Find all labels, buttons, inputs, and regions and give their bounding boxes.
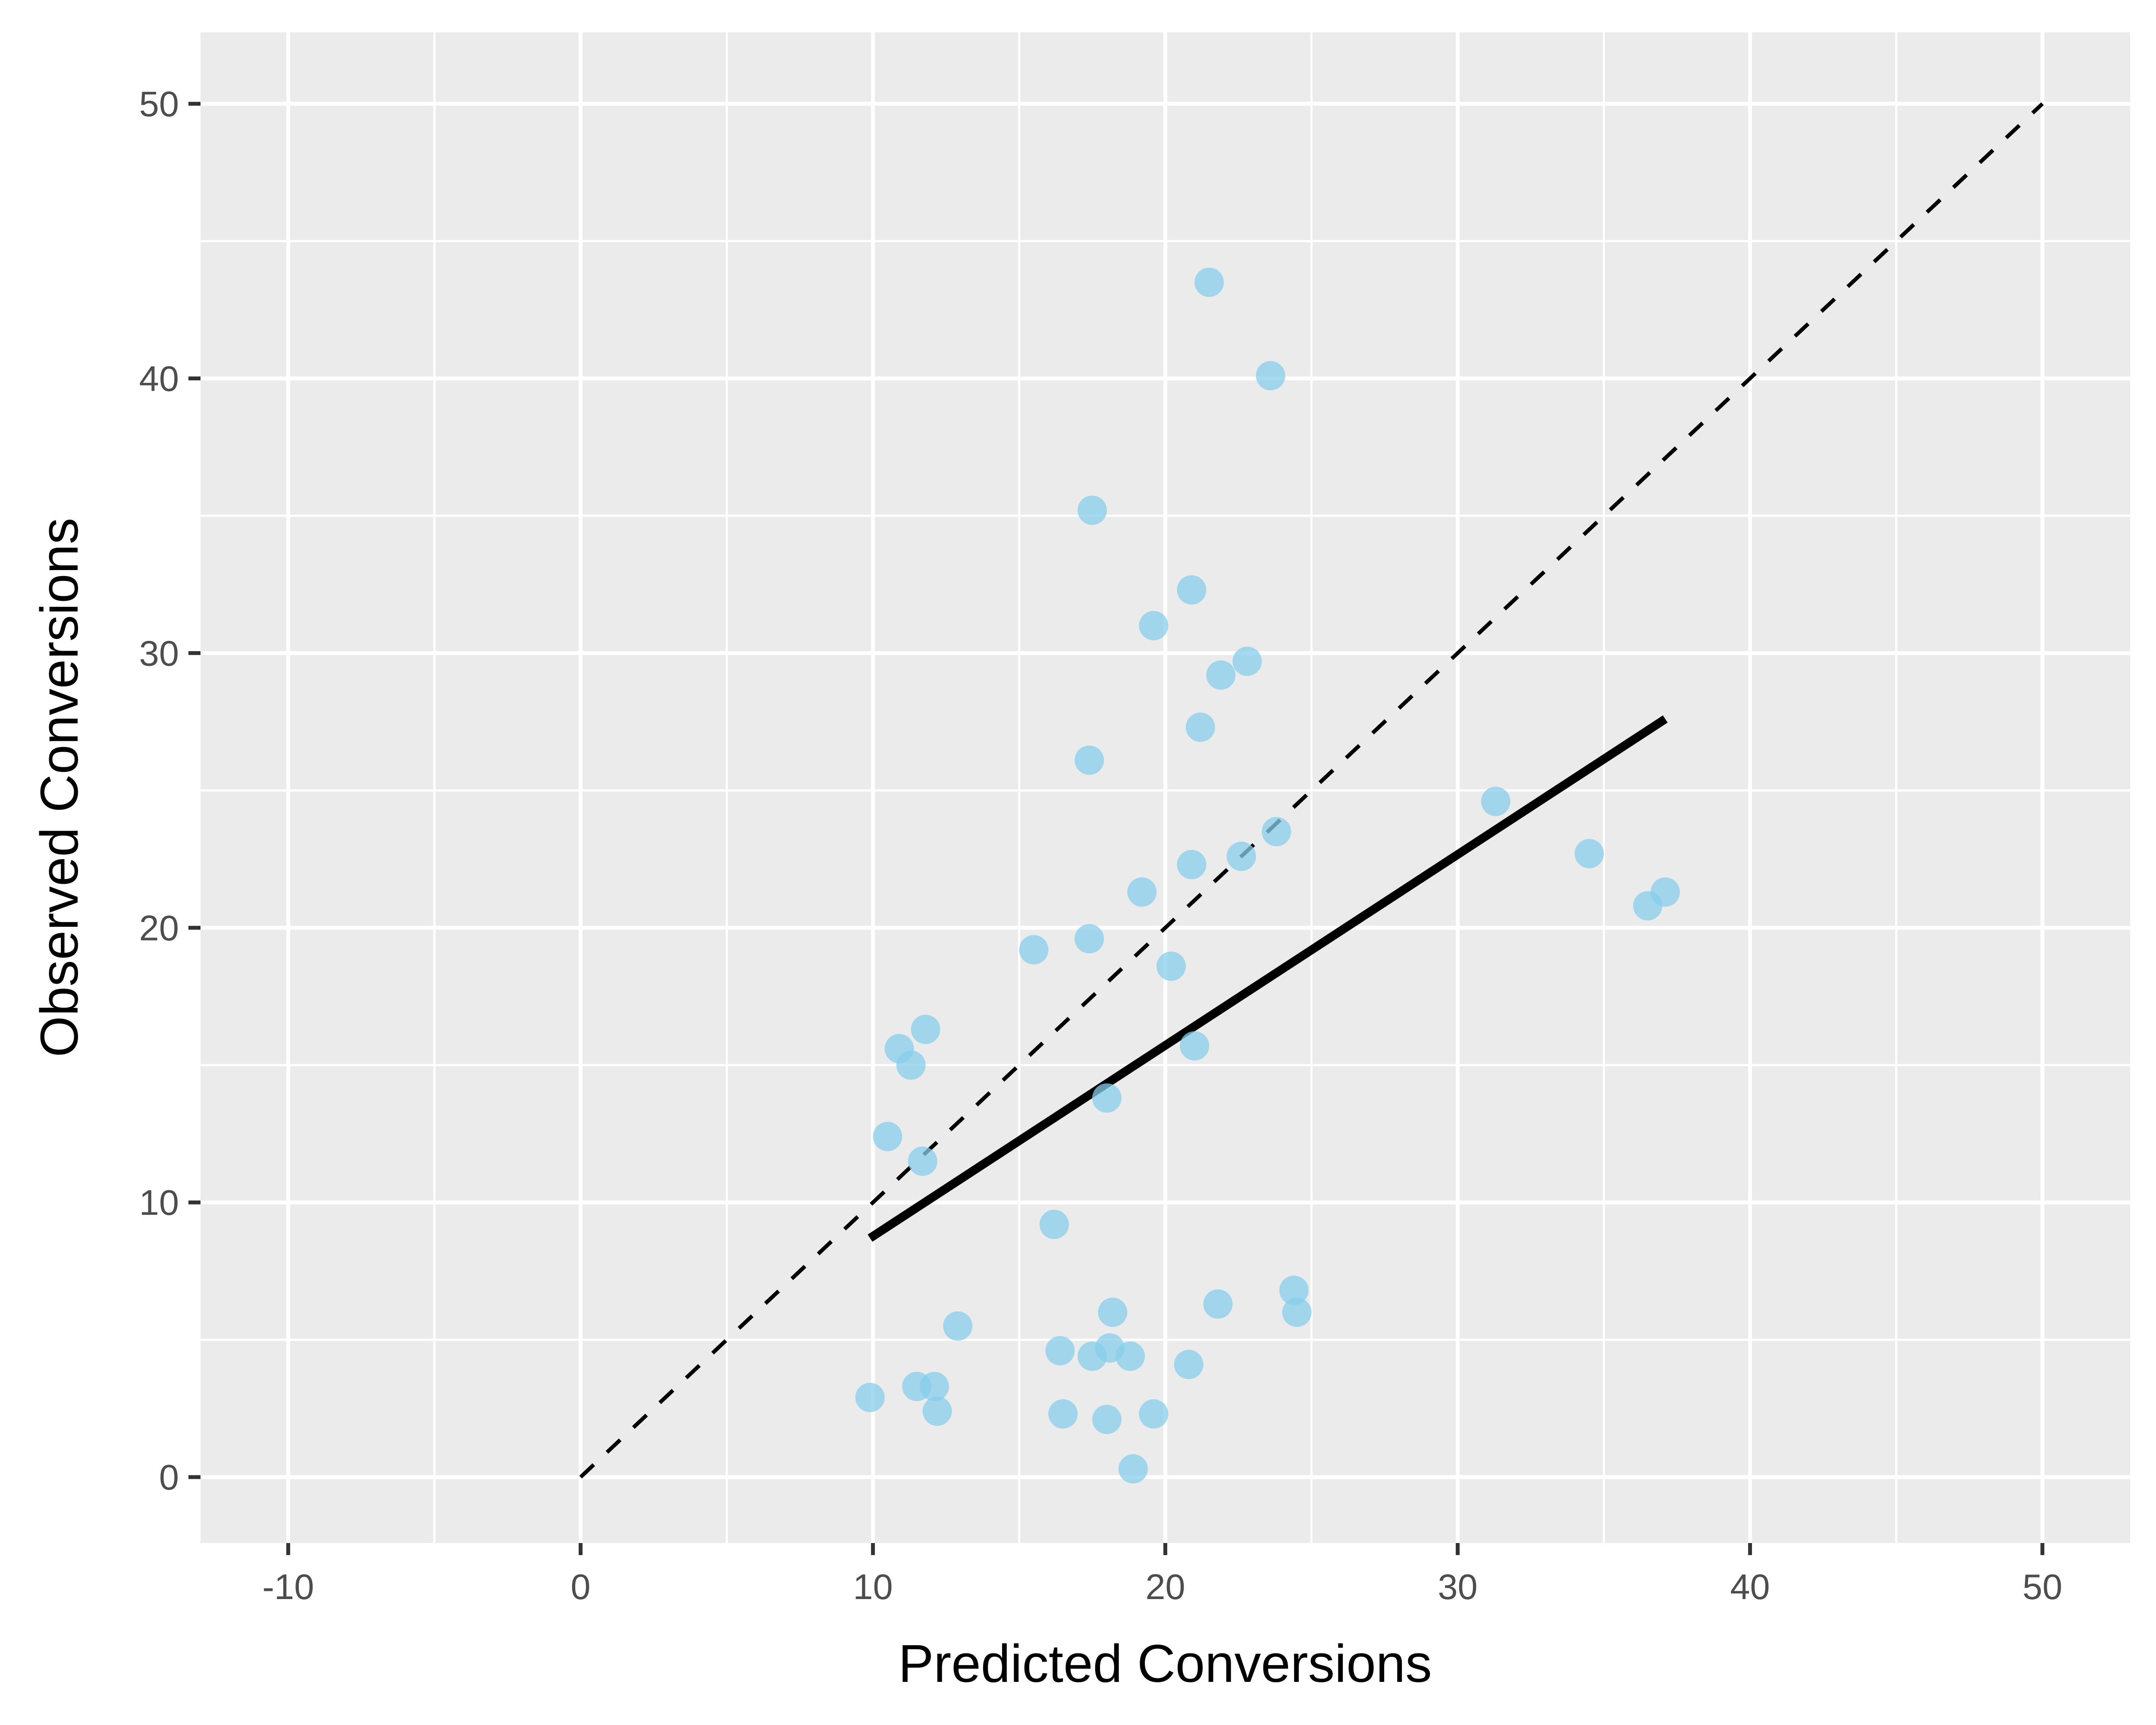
- y-axis-tick-labels: 0 10 20 30 40 50: [139, 84, 179, 1498]
- y-tick-label: 30: [139, 633, 179, 673]
- data-point: [1256, 361, 1285, 391]
- x-axis-tick-labels: -10 0 10 20 30 40 50: [262, 1567, 2062, 1607]
- data-point: [1116, 1341, 1145, 1371]
- data-point: [1180, 1031, 1210, 1061]
- data-point: [873, 1122, 903, 1151]
- data-point: [1185, 712, 1215, 742]
- data-point: [1077, 496, 1107, 525]
- y-tick-label: 40: [139, 359, 179, 399]
- data-point: [1226, 841, 1256, 871]
- y-axis-title: Observed Conversions: [30, 518, 89, 1057]
- data-point: [919, 1371, 949, 1401]
- data-point: [943, 1311, 973, 1341]
- data-point: [1019, 935, 1049, 965]
- data-point: [1139, 611, 1169, 640]
- x-tick-label: -10: [262, 1567, 314, 1607]
- data-point: [1039, 1210, 1069, 1239]
- x-axis-title: Predicted Conversions: [898, 1634, 1432, 1694]
- data-point: [1177, 575, 1206, 605]
- data-point: [1203, 1289, 1233, 1319]
- data-point: [1633, 891, 1663, 921]
- y-tick-label: 50: [139, 84, 179, 124]
- data-points: [855, 267, 1680, 1484]
- y-tick-label: 0: [159, 1457, 179, 1497]
- identity-reference-line: [579, 102, 2044, 1479]
- data-point: [911, 1014, 940, 1044]
- data-point: [1177, 850, 1206, 879]
- data-point: [1206, 660, 1236, 690]
- data-point: [1156, 951, 1186, 981]
- major-gridlines: [201, 32, 2130, 1543]
- x-tick-label: 20: [1145, 1567, 1185, 1607]
- data-point: [1232, 646, 1262, 676]
- data-point: [1045, 1336, 1075, 1366]
- axis-ticks: [188, 102, 2045, 1555]
- data-point: [1282, 1297, 1312, 1327]
- data-point: [1481, 787, 1510, 816]
- data-point: [1174, 1350, 1203, 1380]
- x-tick-label: 30: [1438, 1567, 1477, 1607]
- data-point: [922, 1396, 952, 1426]
- y-tick-label: 20: [139, 908, 179, 948]
- data-point: [1279, 1276, 1309, 1305]
- data-point: [1262, 817, 1291, 847]
- x-tick-label: 10: [853, 1567, 893, 1607]
- data-point: [1194, 267, 1224, 297]
- data-point: [1574, 839, 1604, 869]
- data-point: [1098, 1297, 1128, 1327]
- data-point: [855, 1383, 885, 1412]
- data-point: [1075, 924, 1104, 953]
- reference-lines: [579, 102, 2044, 1479]
- data-point: [1075, 745, 1104, 775]
- y-tick-label: 10: [139, 1182, 179, 1223]
- x-tick-label: 0: [570, 1567, 590, 1607]
- data-point: [908, 1146, 937, 1176]
- data-point: [1118, 1454, 1148, 1484]
- x-tick-label: 50: [2022, 1567, 2062, 1607]
- data-point: [1092, 1083, 1122, 1113]
- x-tick-label: 40: [1730, 1567, 1770, 1607]
- data-point: [1127, 877, 1157, 907]
- regression-fit-line: [868, 715, 1668, 1242]
- data-point: [896, 1050, 926, 1080]
- data-point: [1139, 1399, 1169, 1429]
- data-point: [1048, 1399, 1078, 1429]
- data-point: [1092, 1405, 1122, 1434]
